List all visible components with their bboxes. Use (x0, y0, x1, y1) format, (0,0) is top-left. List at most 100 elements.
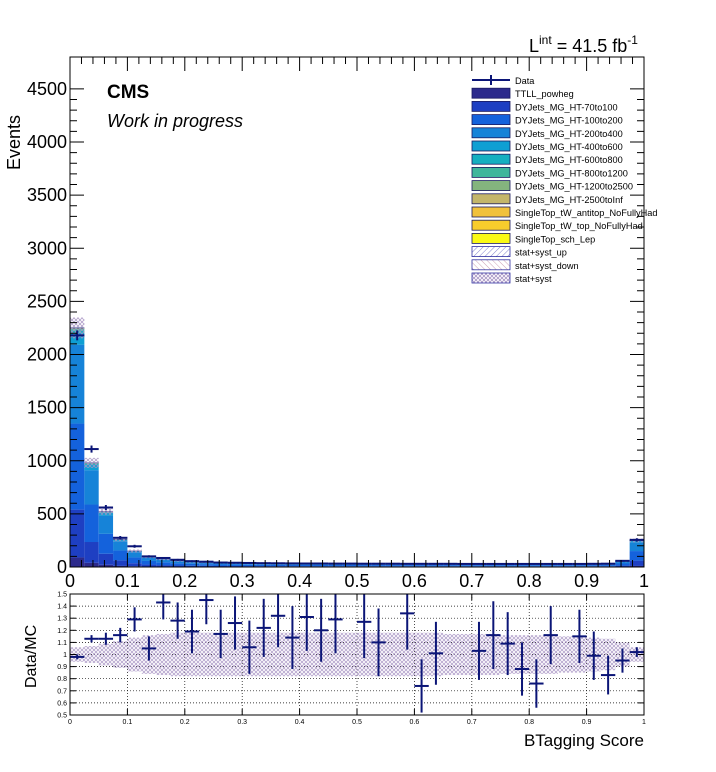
histogram-bar-DY100-29 (486, 565, 501, 567)
histogram-bar-DY100-26 (443, 565, 458, 567)
ratio-point-20 (371, 608, 386, 677)
histogram-bar-DY200-39 (629, 542, 644, 552)
data-point-17 (313, 562, 329, 565)
ratio-y-tick-label-3: 0.8 (57, 676, 67, 683)
y-tick-label-6: 3000 (27, 238, 67, 258)
stacked-histogram (70, 327, 644, 567)
histogram-bar-DY70-9 (199, 565, 214, 567)
data-point-12 (242, 561, 257, 564)
ratio-point-9 (199, 594, 214, 625)
ratio-point-0 (70, 654, 85, 660)
ratio-band-bin-24 (414, 632, 429, 677)
data-point-4 (127, 544, 142, 548)
legend-entry-8: DYJets_MG_HT-1200to2500 (471, 180, 633, 192)
ratio-point-11 (227, 596, 243, 650)
data-point-32 (529, 562, 544, 565)
x-tick-label-9: 0.9 (574, 571, 599, 591)
ratio-point-15 (285, 606, 300, 670)
histogram-bar-DY100-36 (586, 565, 601, 567)
legend-label-13: stat+syst_up (515, 248, 567, 258)
ratio-point-28 (529, 659, 544, 708)
histogram-bar-DY200-5 (141, 557, 157, 561)
ratio-x-tick-label-3: 0.3 (237, 719, 247, 726)
histogram-bar-DY70-38 (615, 565, 630, 567)
histogram-bar-DY70-4 (127, 563, 142, 567)
ratio-point-25 (486, 601, 501, 670)
histogram-bar-DY100-12 (242, 564, 257, 567)
ratio-point-30 (572, 609, 587, 663)
histogram-bar-DY200-4 (127, 552, 142, 558)
data-point-1 (84, 445, 99, 453)
ratio-y-ticks: 0.5 0.6 0.7 0.8 0.9 1 1.1 1.2 1.3 1.4 1.5 (57, 592, 644, 720)
x-axis-label: BTagging Score (524, 731, 644, 750)
ratio-band-bin-7 (170, 632, 185, 677)
ratio-panel: 0.50.60.70.80.911.11.21.31.41.5 0 0.1 0.2 0… (57, 592, 646, 727)
x-tick-label-3: 0.3 (230, 571, 255, 591)
ratio-x-tick-label-0: 0 (68, 719, 72, 726)
ratio-y-axis-label: Data/MC (23, 625, 40, 688)
histogram-bar-DY100-4 (127, 557, 142, 564)
histogram-bar-DY100-15 (285, 564, 300, 567)
legend-label-15: stat+syst (515, 274, 552, 284)
ratio-y-tick-label-9: 1.4 (57, 604, 67, 611)
legend-entry-12: SingleTop_sch_Lep (471, 232, 595, 244)
histogram-bar-DY200-1 (84, 470, 99, 505)
histogram-bar-DY200-2 (98, 515, 114, 534)
histogram-bar-DY70-10 (213, 565, 228, 567)
histogram-bar-DY100-2 (98, 533, 114, 554)
histogram-bar-DY100-0 (70, 423, 85, 510)
data-point-5 (141, 555, 157, 558)
legend-label-14: stat+syst_down (515, 261, 579, 271)
histogram-bar-DY100-37 (600, 565, 616, 567)
histogram-bar-TTLL_powheg-2 (98, 564, 114, 567)
ratio-x-tick-label-7: 0.7 (467, 719, 477, 726)
histogram-bar-DY100-27 (457, 565, 472, 567)
lumi-label: Lint = 41.5 fb-1 (529, 33, 638, 56)
histogram-bar-DY200-38 (615, 561, 630, 564)
data-point-15 (285, 562, 300, 565)
ratio-point-19 (357, 594, 372, 659)
histogram-bar-DY70-7 (170, 565, 185, 567)
work-in-progress-label: Work in progress (107, 111, 243, 131)
ratio-point-18 (328, 594, 343, 654)
histogram-bar-DY70-0 (70, 509, 85, 558)
histogram-bar-DY100-32 (529, 565, 544, 567)
histogram-bar-DY100-11 (227, 564, 243, 567)
ratio-point-32 (600, 655, 616, 695)
band-bin-2 (98, 508, 114, 515)
ratio-x-tick-label-6: 0.6 (410, 719, 420, 726)
histogram-bar-DY70-1 (84, 542, 99, 563)
histogram-bar-DY100-34 (557, 565, 573, 567)
ratio-x-tick-label-2: 0.2 (180, 719, 190, 726)
data-point-7 (170, 558, 185, 561)
legend-label-5: DYJets_MG_HT-400to600 (515, 142, 623, 152)
legend: Data TTLL_powheg DYJets_MG_HT-70to100 DYJet… (471, 75, 658, 284)
histogram-bar-DY100-28 (471, 565, 487, 567)
ratio-point-34 (629, 647, 644, 657)
legend-label-3: DYJets_MG_HT-100to200 (515, 116, 623, 126)
y-tick-label-0: 0 (57, 557, 67, 577)
ratio-point-21 (400, 594, 415, 650)
y-tick-label-5: 2500 (27, 291, 67, 311)
x-tick-label-0: 0 (65, 571, 75, 591)
data-point-33 (543, 562, 558, 565)
legend-entry-15: stat+syst (471, 272, 552, 284)
data-point-3 (113, 536, 128, 540)
legend-entry-7: DYJets_MG_HT-800to1200 (471, 166, 628, 178)
ratio-y-tick-label-8: 1.3 (57, 616, 67, 623)
data-point-35 (572, 562, 587, 565)
legend-label-11: SingleTop_tW_top_NoFullyHad (515, 221, 643, 231)
ratio-uncertainty-band (70, 632, 644, 677)
legend-label-12: SingleTop_sch_Lep (515, 234, 595, 244)
legend-entry-2: DYJets_MG_HT-70to100 (471, 101, 618, 112)
data-point-8 (184, 560, 200, 563)
histogram-bar-DY100-21 (371, 565, 386, 567)
ratio-x-tick-label-5: 0.5 (352, 719, 362, 726)
data-point-26 (443, 562, 458, 565)
legend-label-1: TTLL_powheg (515, 89, 574, 99)
histogram-bar-DY100-35 (572, 565, 587, 567)
histogram-bar-DY100-25 (428, 565, 444, 567)
legend-entry-3: DYJets_MG_HT-100to200 (471, 114, 623, 126)
ratio-band-bin-4 (127, 637, 142, 672)
histogram-bar-DY100-39 (629, 551, 644, 561)
